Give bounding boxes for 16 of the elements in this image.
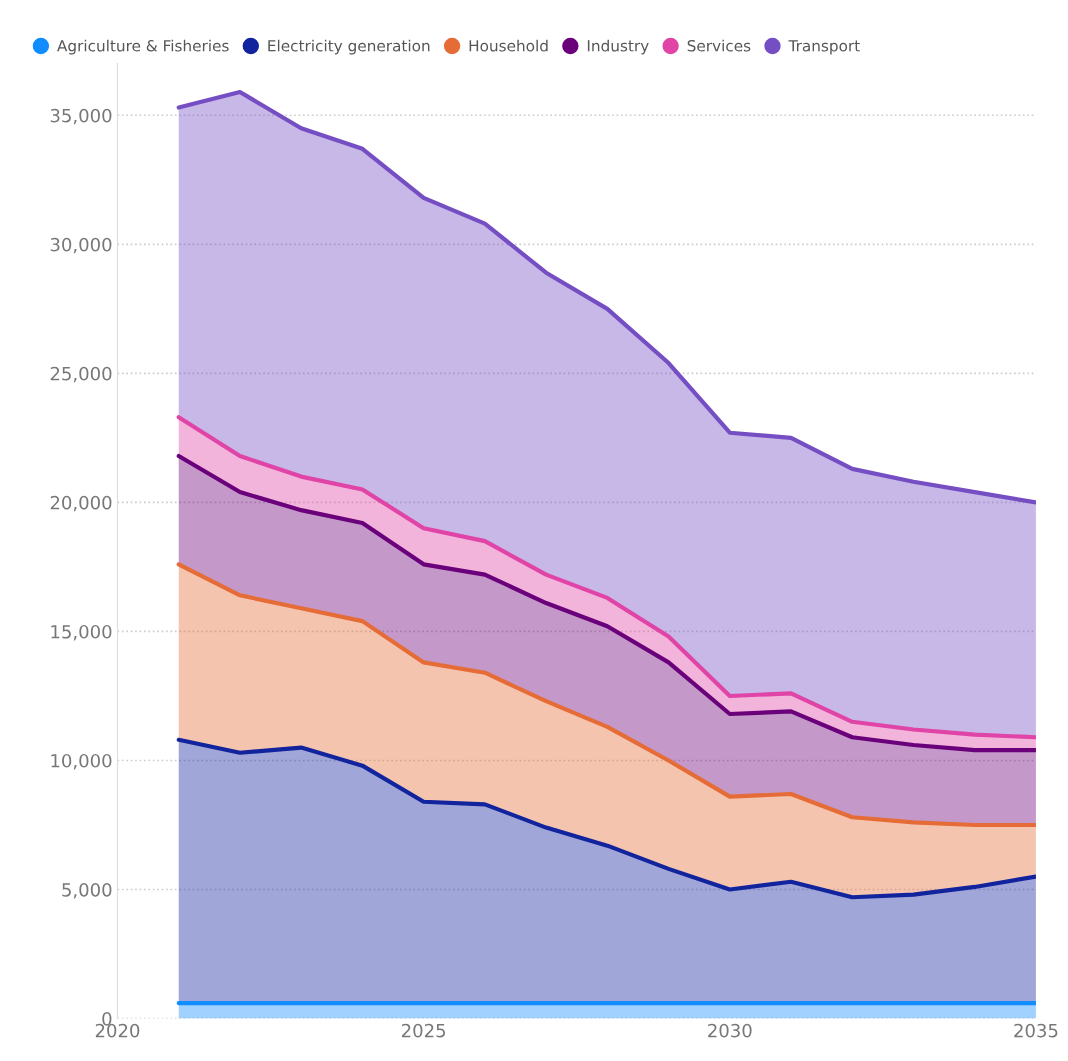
legend-label: Agriculture & Fisheries xyxy=(57,39,229,55)
legend-label: Transport xyxy=(788,40,860,55)
x-tick-label: 2025 xyxy=(401,1023,446,1038)
y-tick-label: 25,000 xyxy=(50,366,112,383)
y-tick-label: 10,000 xyxy=(51,753,112,770)
y-tick-label: 30,000 xyxy=(50,237,112,254)
x-tick-label: 2030 xyxy=(708,1023,752,1038)
legend-label: Industry xyxy=(587,39,649,55)
legend-label: Services xyxy=(687,39,751,52)
y-tick-label: 20,000 xyxy=(50,495,112,512)
y-tick-label: 15,000 xyxy=(51,624,112,641)
legend-label: Electricity generation xyxy=(268,39,430,55)
y-tick-label: 5,000 xyxy=(62,882,112,899)
x-tick-label: 2035 xyxy=(1014,1023,1058,1038)
legend-label: Household xyxy=(469,39,548,52)
y-tick-label: 35,000 xyxy=(50,108,112,125)
